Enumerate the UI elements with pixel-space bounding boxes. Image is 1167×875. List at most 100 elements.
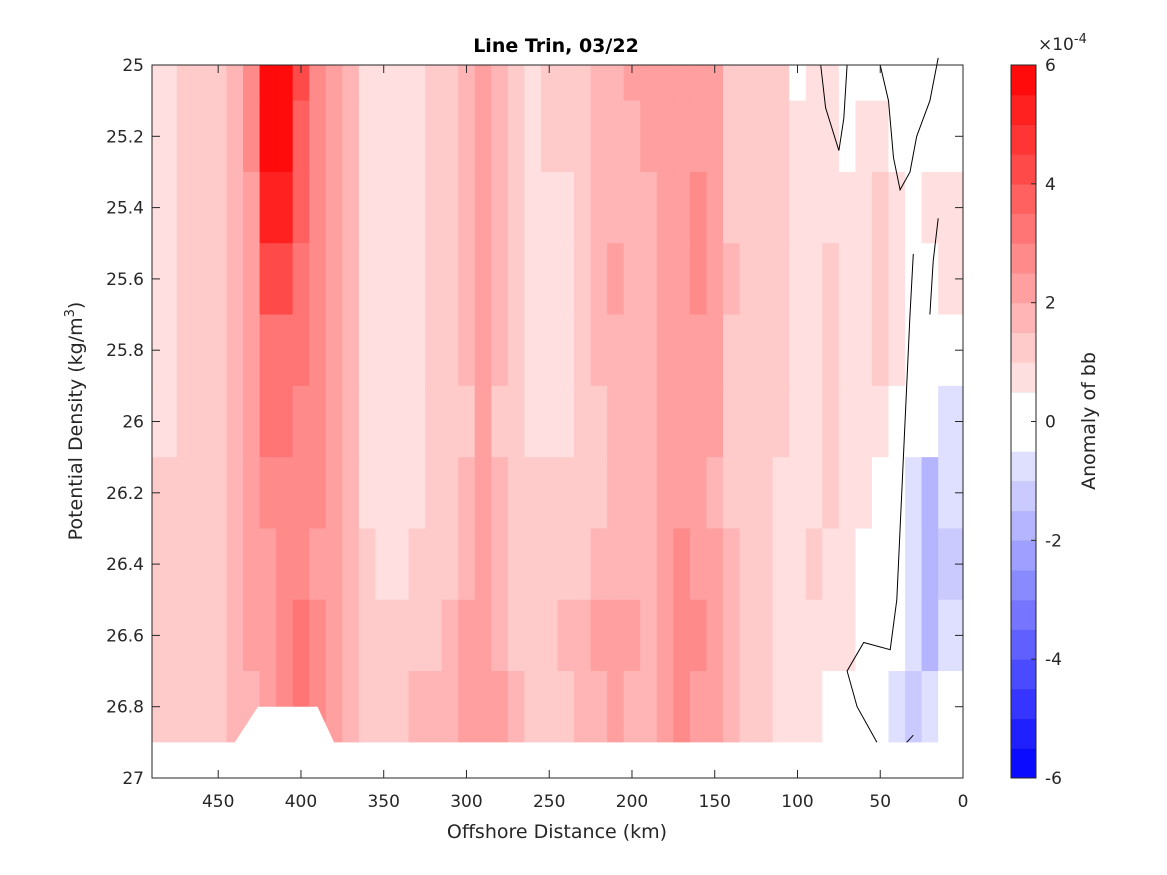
heatmap-cell bbox=[358, 65, 377, 102]
heatmap-cell bbox=[590, 171, 608, 244]
heatmap-cell bbox=[838, 65, 857, 102]
heatmap-cell bbox=[888, 599, 906, 672]
heatmap-cell bbox=[391, 457, 410, 530]
colorbar-ticks: 6 4 2 0 -2 -4 -6 bbox=[1031, 56, 1062, 789]
heatmap-cell bbox=[408, 100, 426, 173]
heatmap-cell bbox=[524, 457, 542, 530]
heatmap-cell bbox=[375, 528, 393, 601]
heatmap-cell bbox=[838, 724, 857, 743]
heatmap-cell bbox=[292, 314, 310, 387]
heatmap-cell bbox=[375, 457, 393, 530]
heatmap-cell bbox=[855, 385, 873, 458]
heatmap-cell bbox=[358, 385, 377, 458]
heatmap-cell bbox=[723, 457, 741, 530]
heatmap-cell bbox=[474, 243, 492, 316]
heatmap-cell bbox=[152, 724, 161, 743]
heatmap-cell bbox=[540, 100, 559, 173]
heatmap-cell bbox=[640, 100, 658, 173]
heatmap-cell bbox=[789, 457, 807, 530]
heatmap-cell bbox=[391, 314, 410, 387]
colorbar-segment bbox=[1011, 124, 1036, 155]
heatmap-cell bbox=[905, 671, 923, 726]
heatmap-cell bbox=[640, 243, 658, 316]
heatmap-cell bbox=[756, 724, 774, 743]
heatmap-cell bbox=[160, 724, 178, 743]
heatmap-cell bbox=[921, 243, 939, 316]
heatmap-cell bbox=[193, 528, 211, 601]
heatmap-cell bbox=[590, 671, 608, 726]
heatmap-cell bbox=[822, 100, 840, 173]
heatmap-cell bbox=[871, 100, 890, 173]
heatmap-cell bbox=[640, 528, 658, 601]
y-axis-label-superscript: 3 bbox=[63, 309, 78, 317]
heatmap-cell bbox=[540, 457, 559, 530]
heatmap-cell bbox=[822, 65, 840, 102]
heatmap-cell bbox=[607, 243, 625, 316]
heatmap-cell bbox=[607, 528, 625, 601]
heatmap-cell bbox=[491, 528, 509, 601]
heatmap-cell bbox=[408, 671, 426, 726]
heatmap-cell bbox=[524, 65, 542, 102]
heatmap-cell bbox=[905, 599, 923, 672]
x-axis-ticks: 450 400 350 300 250 200 150 100 50 0 bbox=[202, 65, 968, 812]
heatmap-cell bbox=[739, 314, 757, 387]
heatmap-cell bbox=[905, 65, 923, 102]
heatmap-cell bbox=[176, 457, 194, 530]
heatmap-cell bbox=[425, 171, 443, 244]
heatmap-cell bbox=[193, 599, 211, 672]
heatmap-cell bbox=[425, 385, 443, 458]
heatmap-cell bbox=[325, 385, 343, 458]
heatmap-cell bbox=[673, 243, 691, 316]
heatmap-cell bbox=[723, 671, 741, 726]
heatmap-cell bbox=[938, 65, 964, 102]
heatmap-cell bbox=[540, 243, 559, 316]
heatmap-cell bbox=[276, 528, 294, 601]
heatmap-cell bbox=[888, 243, 906, 316]
heatmap-cell bbox=[888, 528, 906, 601]
heatmap-cell bbox=[607, 724, 625, 743]
heatmap-cell bbox=[689, 100, 708, 173]
zero-contour-line bbox=[846, 253, 914, 743]
heatmap-cell bbox=[358, 671, 377, 726]
heatmap-cell bbox=[607, 457, 625, 530]
heatmap-cell bbox=[309, 243, 327, 316]
missing-data-region bbox=[152, 706, 963, 778]
heatmap-cell bbox=[921, 724, 939, 743]
x-tick-label: 400 bbox=[285, 792, 317, 812]
heatmap-cell bbox=[176, 314, 194, 387]
heatmap-cell bbox=[623, 457, 641, 530]
heatmap-cell bbox=[276, 100, 294, 173]
heatmap-cell bbox=[391, 528, 410, 601]
colorbar-segment bbox=[1011, 599, 1036, 630]
heatmap-cell bbox=[706, 457, 724, 530]
heatmap-cell bbox=[706, 724, 724, 743]
heatmap-cell bbox=[391, 100, 410, 173]
heatmap-cell bbox=[276, 314, 294, 387]
heatmap-cell bbox=[209, 599, 228, 672]
heatmap-cell bbox=[408, 724, 426, 743]
y-axis-label-close: ) bbox=[65, 302, 87, 309]
heatmap-cell bbox=[342, 724, 360, 743]
heatmap-cell bbox=[871, 599, 890, 672]
heatmap-cell bbox=[689, 528, 708, 601]
heatmap-cell bbox=[342, 385, 360, 458]
colorbar-segment bbox=[1011, 480, 1036, 512]
x-tick-label: 100 bbox=[781, 792, 813, 812]
heatmap-cell bbox=[160, 100, 178, 173]
heatmap-cell bbox=[574, 457, 592, 530]
heatmap-cell bbox=[789, 171, 807, 244]
heatmap-cell bbox=[590, 385, 608, 458]
heatmap-cell bbox=[342, 65, 360, 102]
heatmap-cell bbox=[276, 65, 294, 102]
heatmap-cell bbox=[491, 65, 509, 102]
heatmap-cell bbox=[723, 243, 741, 316]
heatmap-cell bbox=[871, 385, 890, 458]
heatmap-cell bbox=[888, 314, 906, 387]
heatmap-cell bbox=[408, 314, 426, 387]
heatmap-cell bbox=[309, 171, 327, 244]
heatmap-cell bbox=[193, 385, 211, 458]
heatmap-cell bbox=[822, 243, 840, 316]
heatmap-cell bbox=[772, 528, 790, 601]
heatmap-cell bbox=[789, 724, 807, 743]
heatmap-cell bbox=[358, 171, 377, 244]
